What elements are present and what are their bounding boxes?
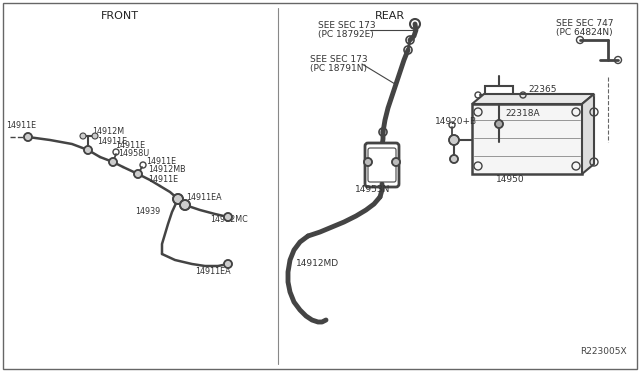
Text: (PC 18791N): (PC 18791N) xyxy=(310,64,367,73)
Polygon shape xyxy=(582,94,594,174)
Circle shape xyxy=(180,200,190,210)
Text: SEE SEC 747: SEE SEC 747 xyxy=(556,19,614,29)
FancyBboxPatch shape xyxy=(365,143,399,187)
FancyBboxPatch shape xyxy=(368,148,396,182)
Text: FRONT: FRONT xyxy=(101,11,139,21)
Circle shape xyxy=(84,146,92,154)
Circle shape xyxy=(134,170,142,178)
Text: 14912MD: 14912MD xyxy=(296,260,339,269)
Text: 14953N: 14953N xyxy=(355,186,390,195)
Circle shape xyxy=(364,158,372,166)
Text: 14911EA: 14911EA xyxy=(186,192,221,202)
Circle shape xyxy=(24,133,32,141)
Text: SEE SEC 173: SEE SEC 173 xyxy=(318,22,376,31)
Text: 22365: 22365 xyxy=(528,86,557,94)
Circle shape xyxy=(450,155,458,163)
Circle shape xyxy=(109,158,117,166)
Circle shape xyxy=(80,133,86,139)
Polygon shape xyxy=(472,94,594,104)
Text: R223005X: R223005X xyxy=(580,347,627,356)
Text: SEE SEC 173: SEE SEC 173 xyxy=(310,55,367,64)
Text: 14911E: 14911E xyxy=(146,157,176,167)
Text: 14911E: 14911E xyxy=(115,141,145,151)
Text: 14912MB: 14912MB xyxy=(148,166,186,174)
Circle shape xyxy=(449,135,459,145)
Text: 14911E: 14911E xyxy=(6,122,36,131)
Circle shape xyxy=(92,133,98,139)
Text: (PC 18792E): (PC 18792E) xyxy=(318,31,374,39)
Circle shape xyxy=(224,213,232,221)
Text: 14912M: 14912M xyxy=(92,128,124,137)
Text: 14958U: 14958U xyxy=(118,150,149,158)
Circle shape xyxy=(495,120,503,128)
Text: 14911E: 14911E xyxy=(97,137,127,145)
Text: 14911E: 14911E xyxy=(148,174,178,183)
Text: 22318A: 22318A xyxy=(505,109,540,119)
Bar xyxy=(472,104,582,174)
Text: 14912MC: 14912MC xyxy=(210,215,248,224)
Circle shape xyxy=(173,194,183,204)
Text: 14911EA: 14911EA xyxy=(195,267,230,276)
Text: REAR: REAR xyxy=(375,11,405,21)
Text: 14920+B: 14920+B xyxy=(435,118,477,126)
FancyBboxPatch shape xyxy=(485,86,513,104)
Text: 14950: 14950 xyxy=(496,176,524,185)
Circle shape xyxy=(392,158,400,166)
Text: 14939: 14939 xyxy=(135,208,160,217)
Circle shape xyxy=(224,260,232,268)
Text: (PC 64824N): (PC 64824N) xyxy=(556,29,612,38)
